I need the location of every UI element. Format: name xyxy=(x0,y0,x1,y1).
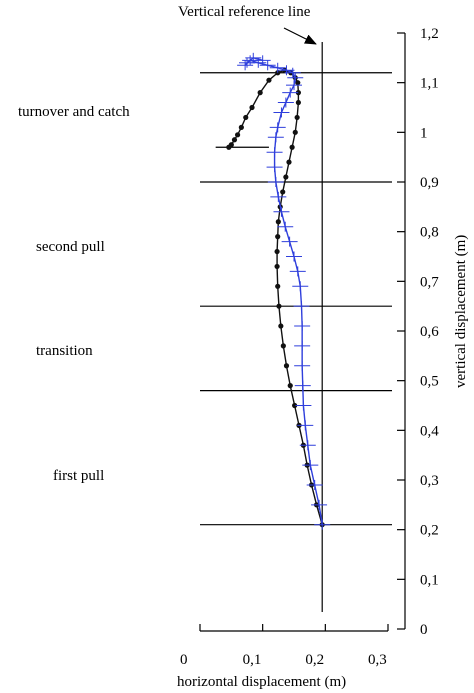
series-0-point xyxy=(287,383,293,389)
series-1-point xyxy=(284,67,301,78)
series-1-point xyxy=(282,87,299,98)
y-tick-label: 0,6 xyxy=(420,324,439,340)
series-0-point xyxy=(286,159,292,165)
series-1-point xyxy=(273,206,290,217)
x-axis: 0 0,1 0,2 0,3 xyxy=(180,624,389,668)
series-0-point xyxy=(276,303,282,309)
series-1-point xyxy=(289,266,306,277)
phase-label-first-pull: first pull xyxy=(53,468,104,484)
x-tick-label: 0,2 xyxy=(305,652,324,668)
y-tick-label: 0,1 xyxy=(420,572,439,588)
series-0-point xyxy=(294,114,300,121)
x-tick-label: 0 xyxy=(180,652,188,668)
series-1-point xyxy=(237,60,254,71)
series-1-point xyxy=(294,380,311,391)
series-1-point xyxy=(270,191,287,202)
reference-line-annotation: Vertical reference line xyxy=(178,4,311,20)
series-1-point xyxy=(273,107,290,118)
series-0-point xyxy=(226,144,232,150)
y-tick-label: 1,2 xyxy=(420,26,439,42)
series-1-point xyxy=(293,301,310,312)
series-1-point xyxy=(277,221,294,232)
x-tick-label: 0,3 xyxy=(368,652,387,668)
series-1-point xyxy=(286,251,302,262)
series-0-point xyxy=(249,104,255,111)
series-0-point xyxy=(280,189,286,195)
series-1-point xyxy=(299,440,316,451)
series-layer xyxy=(226,52,331,530)
series-1-point xyxy=(294,321,311,332)
series-1-point xyxy=(254,55,271,66)
series-1-point xyxy=(269,122,286,133)
y-tick-label: 0 xyxy=(420,622,428,638)
y-tick-label: 0,7 xyxy=(420,274,439,290)
vertical-reference-line-group xyxy=(215,42,323,612)
series-0-point xyxy=(266,77,272,83)
y-axis-title: vertical displacement (m) xyxy=(453,235,469,388)
series-0-point xyxy=(257,90,263,96)
y-tick-label: 0,8 xyxy=(420,225,439,241)
series-1-point xyxy=(267,132,284,143)
series-0-point xyxy=(283,174,289,180)
phase-label-second-pull: second pull xyxy=(36,239,105,255)
series-1-point xyxy=(239,57,255,68)
phase-label-transition: transition xyxy=(36,343,93,359)
x-axis-title: horizontal displacement (m) xyxy=(177,674,346,690)
series-1-point xyxy=(266,162,283,173)
series-1-point xyxy=(281,236,298,247)
y-tick-label: 0,4 xyxy=(420,423,439,439)
series-0-point xyxy=(274,248,280,255)
series-0-point xyxy=(292,402,298,409)
series-1-point xyxy=(287,72,304,83)
series-0-point xyxy=(231,137,238,143)
series-0-line xyxy=(228,69,323,525)
x-tick-label: 0,1 xyxy=(243,652,262,668)
series-0-point xyxy=(292,129,298,135)
series-1-point xyxy=(269,62,286,73)
series-0-point xyxy=(238,124,244,130)
series-1-point xyxy=(286,80,302,91)
series-0-point xyxy=(280,343,286,349)
y-tick-label: 1,1 xyxy=(420,76,439,92)
annotation-arrow xyxy=(283,27,317,45)
series-0-point xyxy=(275,283,281,289)
phase-label-turnover: turnover and catch xyxy=(18,104,130,120)
y-tick-label: 0,5 xyxy=(420,374,439,390)
series-0-point xyxy=(275,234,281,240)
series-0-point xyxy=(235,132,241,138)
series-1-point xyxy=(266,147,283,158)
series-1-point xyxy=(278,65,295,76)
series-1-point xyxy=(302,460,319,471)
series-1-point xyxy=(311,499,328,510)
series-0-point xyxy=(243,114,249,121)
series-1-point xyxy=(292,281,309,292)
y-tick-label: 0,3 xyxy=(420,473,439,489)
series-1-point xyxy=(314,519,331,530)
series-1-point xyxy=(297,420,314,431)
series-0-point xyxy=(275,219,281,225)
series-0-point xyxy=(295,90,301,96)
series-0-point xyxy=(278,323,284,329)
phase-boundaries xyxy=(200,72,392,526)
series-1-point xyxy=(295,400,312,411)
series-0-point xyxy=(289,144,295,150)
series-1-point xyxy=(245,52,262,63)
series-1-point xyxy=(294,340,311,351)
series-0-point xyxy=(295,80,301,86)
series-1-point xyxy=(294,360,311,371)
y-tick-label: 1 xyxy=(420,125,428,141)
series-1-point xyxy=(277,97,294,108)
y-axis: 0 0,1 0,2 0,3 0,4 0,5 0,6 0,7 0,8 0,9 1 1,1 1,2 xyxy=(397,26,439,638)
series-1-point xyxy=(259,60,276,71)
series-0-point xyxy=(274,263,280,270)
y-tick-label: 0,2 xyxy=(420,523,439,539)
series-0-point xyxy=(295,99,301,106)
y-tick-label: 0,9 xyxy=(420,175,439,191)
series-0-point xyxy=(283,363,290,369)
series-1-point xyxy=(306,479,323,490)
series-1-point xyxy=(267,177,284,187)
